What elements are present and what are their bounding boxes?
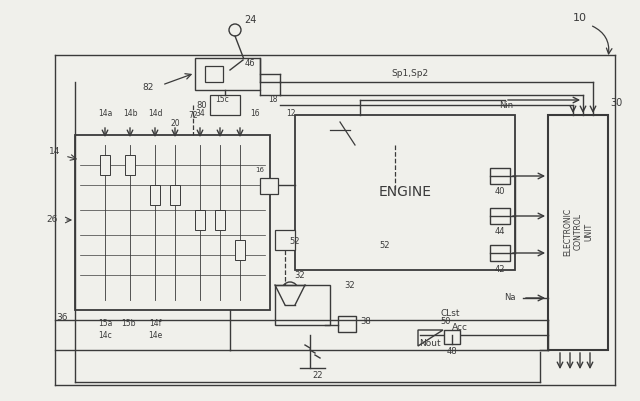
- Text: 14a: 14a: [98, 109, 112, 117]
- Bar: [170, 185, 180, 205]
- Text: 48: 48: [447, 348, 458, 356]
- Text: 32: 32: [294, 271, 305, 279]
- Bar: [150, 185, 160, 205]
- Text: 50: 50: [441, 318, 451, 326]
- Text: 15b: 15b: [121, 320, 135, 328]
- Bar: [548, 115, 608, 350]
- Text: 16: 16: [250, 109, 260, 117]
- Text: 72: 72: [188, 111, 198, 119]
- Text: 26: 26: [46, 215, 58, 225]
- Bar: [235, 240, 245, 260]
- Text: 14e: 14e: [148, 330, 162, 340]
- Text: 14c: 14c: [98, 330, 112, 340]
- Bar: [195, 210, 205, 230]
- Bar: [338, 316, 356, 332]
- Text: 42: 42: [495, 265, 505, 273]
- Text: 30: 30: [610, 98, 622, 108]
- Text: 14d: 14d: [148, 109, 163, 117]
- Text: 16: 16: [255, 167, 264, 173]
- Text: 24: 24: [244, 15, 256, 25]
- Text: 14: 14: [49, 148, 61, 156]
- Bar: [275, 230, 295, 250]
- Text: Na: Na: [504, 294, 516, 302]
- Bar: [490, 208, 510, 224]
- Text: 34: 34: [195, 109, 205, 117]
- Text: 38: 38: [360, 318, 371, 326]
- Bar: [125, 155, 135, 175]
- Text: 15c: 15c: [215, 95, 229, 105]
- Text: 18: 18: [268, 95, 278, 105]
- Text: 40: 40: [495, 188, 505, 196]
- Text: Nin: Nin: [499, 101, 513, 109]
- Text: CLst: CLst: [440, 308, 460, 318]
- Bar: [490, 168, 510, 184]
- Text: 20: 20: [170, 119, 180, 128]
- Text: 46: 46: [244, 59, 255, 67]
- Bar: [205, 66, 223, 82]
- Bar: [295, 115, 515, 270]
- Text: 36: 36: [56, 314, 68, 322]
- Bar: [260, 178, 278, 194]
- Text: 15a: 15a: [98, 320, 112, 328]
- Bar: [490, 245, 510, 261]
- Text: 12: 12: [286, 109, 296, 117]
- Bar: [195, 58, 260, 90]
- Text: Sp1,Sp2: Sp1,Sp2: [392, 69, 429, 79]
- Text: ENGINE: ENGINE: [378, 185, 431, 199]
- Text: 82: 82: [142, 83, 154, 93]
- Text: 80: 80: [196, 101, 207, 109]
- Text: Nout: Nout: [419, 338, 441, 348]
- Text: 52: 52: [290, 237, 300, 247]
- Text: 52: 52: [380, 241, 390, 249]
- Bar: [275, 285, 330, 325]
- Text: 10: 10: [573, 13, 587, 23]
- Text: 22: 22: [313, 371, 323, 379]
- Text: 32: 32: [345, 281, 355, 290]
- Bar: [215, 210, 225, 230]
- Bar: [210, 95, 240, 115]
- Text: 14b: 14b: [123, 109, 137, 117]
- Text: 44: 44: [495, 227, 505, 237]
- Text: Acc: Acc: [452, 324, 468, 332]
- Text: 14f: 14f: [149, 320, 161, 328]
- Bar: [75, 135, 270, 310]
- Bar: [100, 155, 110, 175]
- Bar: [444, 330, 460, 344]
- Text: ELECTRONIC
CONTROL
UNIT: ELECTRONIC CONTROL UNIT: [563, 208, 593, 256]
